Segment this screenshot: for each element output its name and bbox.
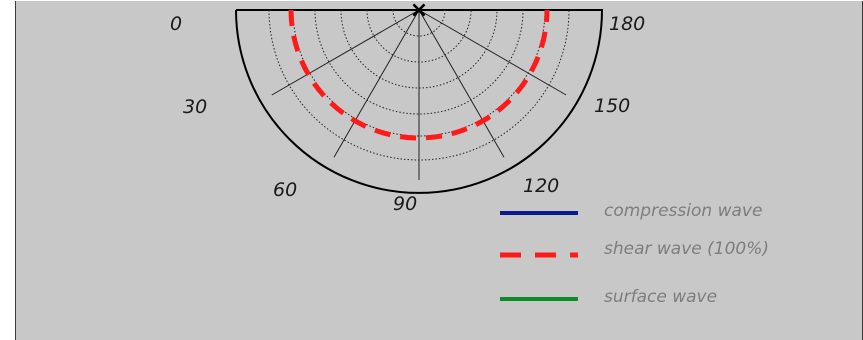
angle-label-0: 0 [170,13,183,35]
grid-spoke-120 [418,9,505,158]
grid-ring-3 [340,9,498,89]
grid-spokes [271,9,567,180]
grid-spoke-30 [271,9,420,96]
grid-ring-1 [392,9,446,37]
angle-label-150: 150 [594,95,631,117]
angle-label-90: 90 [393,193,418,215]
legend-label-compression-wave: compression wave [604,201,763,221]
source-marker: × [410,0,428,23]
outer-boundary-arc [235,9,603,194]
angle-label-30: 30 [183,96,208,118]
angle-label-120: 120 [523,175,560,197]
legend-label-surface-wave: surface wave [604,287,718,307]
grid-spoke-60 [333,9,420,158]
shear-wave-pattern [288,9,550,141]
panel-background [15,1,863,340]
legend-label-shear-wave: shear wave (100%) [604,239,770,259]
grid-spoke-150 [418,9,567,96]
angle-label-60: 60 [273,179,298,201]
grid-ring-4 [314,9,524,115]
angle-label-180: 180 [609,13,646,35]
